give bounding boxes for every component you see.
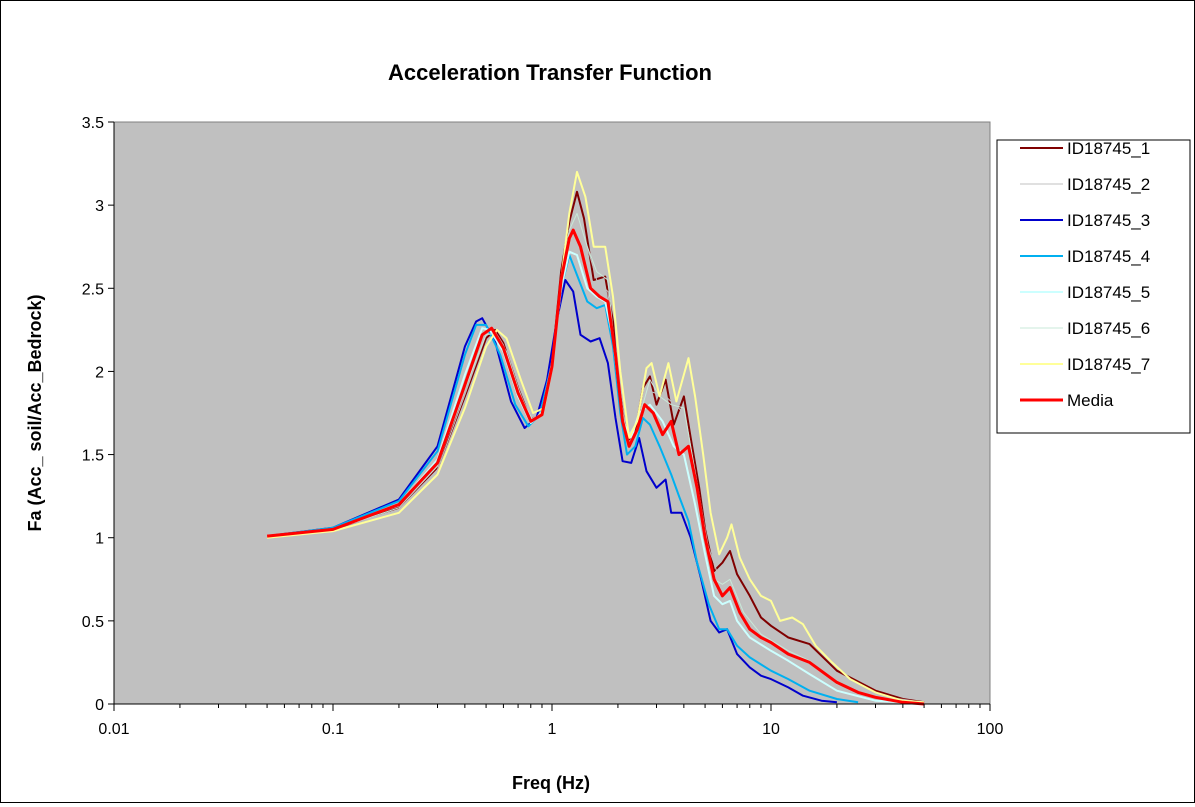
x-tick-label: 0.01 xyxy=(98,721,129,738)
x-tick-label: 0.1 xyxy=(322,721,344,738)
y-tick-label: 1 xyxy=(95,531,104,548)
legend-label: ID18745_5 xyxy=(1067,283,1150,302)
y-tick-label: 0 xyxy=(95,697,104,714)
y-tick-label: 2.5 xyxy=(82,281,104,298)
legend-label: ID18745_6 xyxy=(1067,319,1150,338)
chart-title: Acceleration Transfer Function xyxy=(388,60,712,85)
legend-label: ID18745_3 xyxy=(1067,211,1150,230)
series-lines xyxy=(266,170,925,706)
y-tick-label: 3.5 xyxy=(82,115,104,132)
y-tick-label: 1.5 xyxy=(82,448,104,465)
x-tick-label: 100 xyxy=(977,721,1004,738)
x-axis-label: Freq (Hz) xyxy=(512,773,590,793)
legend-label: Media xyxy=(1067,391,1114,410)
y-tick-label: 2 xyxy=(95,364,104,381)
legend: ID18745_1 ID18745_2 ID18745_3 ID18745_4 ID18… xyxy=(996,139,1191,434)
y-axis-label: Fa (Acc_ soil/Acc_Bedrock) xyxy=(25,294,45,531)
plot-area xyxy=(113,121,991,705)
legend-label: ID18745_1 xyxy=(1067,139,1150,158)
y-tick-label: 3 xyxy=(95,198,104,215)
legend-label: ID18745_7 xyxy=(1067,355,1150,374)
y-tick-label: 0.5 xyxy=(82,614,104,631)
x-tick-label: 1 xyxy=(548,721,557,738)
legend-box xyxy=(996,139,1191,434)
x-tick-label: 10 xyxy=(762,721,780,738)
legend-label: ID18745_4 xyxy=(1067,247,1150,266)
series-line-media xyxy=(266,228,925,706)
legend-label: ID18745_2 xyxy=(1067,175,1150,194)
series-line-id18745-7 xyxy=(267,170,925,704)
axes: 0 0.5 1 1.5 2 2.5 3 3.5 0.01 0.1 1 10 100 xyxy=(82,115,1004,738)
